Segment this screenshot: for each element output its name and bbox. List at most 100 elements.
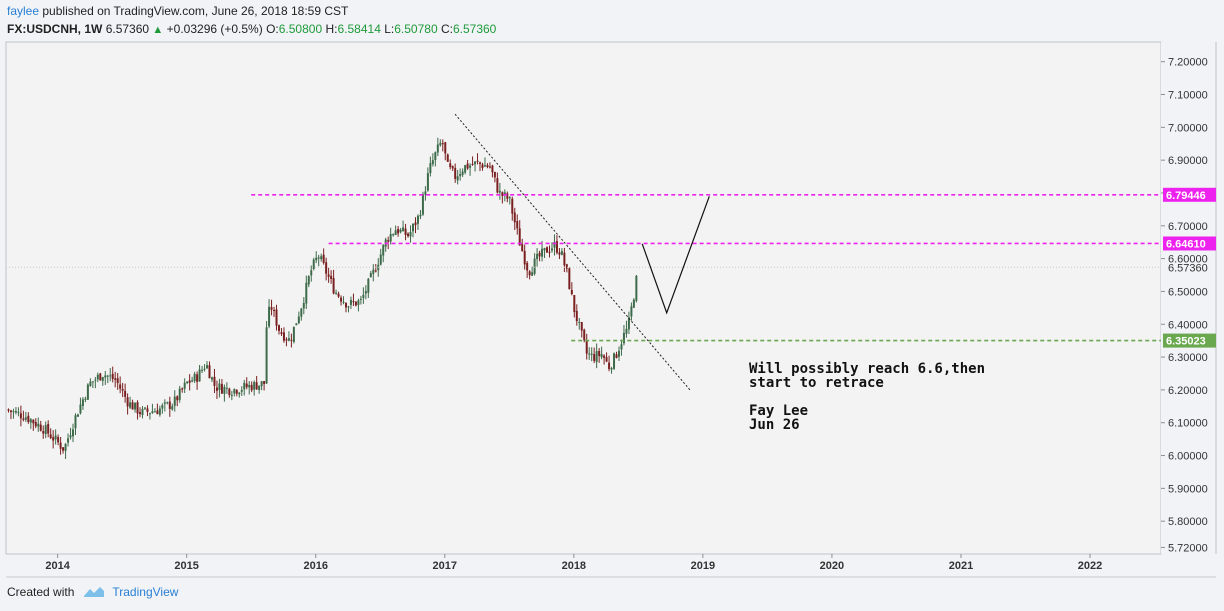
candle-up: [141, 408, 144, 416]
close-label: C:: [440, 22, 453, 36]
candle-up: [287, 338, 290, 341]
resistance-high-label-bg: [1163, 187, 1216, 202]
candle-down: [446, 154, 449, 162]
projection-path: [641, 196, 710, 315]
candle-down: [325, 262, 328, 274]
candle-down: [228, 388, 231, 396]
candle-up: [315, 257, 318, 261]
candle-down: [506, 193, 509, 199]
y-tick-label: 6.10000: [1168, 418, 1208, 430]
candle-up: [253, 382, 256, 390]
candle-down: [518, 228, 521, 246]
candle-down: [57, 437, 60, 443]
candles: [7, 137, 638, 459]
candle-up: [347, 306, 350, 308]
annotation-date: Jun 26: [749, 417, 800, 433]
candle-up: [632, 299, 635, 308]
candle-down: [168, 401, 171, 409]
candle-up: [161, 405, 164, 409]
candle-up: [625, 328, 628, 334]
candle-down: [546, 247, 549, 253]
candle-up: [402, 227, 405, 232]
x-tick-label: 2021: [949, 560, 973, 572]
candle-up: [143, 407, 146, 409]
candle-up: [349, 299, 352, 305]
candle-up: [158, 408, 161, 415]
annotation-line-2: start to retrace: [749, 375, 884, 391]
candle-up: [292, 326, 295, 342]
candle-down: [330, 275, 333, 279]
candle-up: [191, 380, 194, 382]
author-link[interactable]: faylee: [7, 4, 40, 18]
candle-down: [521, 244, 524, 252]
candle-up: [359, 298, 362, 300]
candle-up: [560, 251, 563, 255]
candle-up: [54, 435, 57, 440]
candle-up: [399, 229, 402, 233]
open-value: 6.50800: [278, 22, 323, 36]
candle-down: [488, 166, 491, 168]
candle-up: [622, 332, 625, 344]
last-price: 6.57360: [105, 22, 150, 36]
candle-up: [96, 374, 99, 380]
candle-up: [206, 365, 209, 369]
low-value: 6.50780: [394, 22, 438, 36]
plot-area[interactable]: [5, 41, 1162, 555]
candle-down: [131, 402, 134, 410]
candle-up: [79, 404, 82, 414]
candle-down: [466, 163, 469, 169]
price-axis[interactable]: [1161, 42, 1216, 554]
candle-up: [307, 276, 310, 285]
tradingview-logo-icon[interactable]: [82, 585, 106, 599]
y-tick-label: 6.90000: [1168, 155, 1208, 167]
symbol-label[interactable]: FX:USDCNH, 1W: [7, 22, 103, 36]
candle-up: [12, 411, 15, 413]
candle-up: [173, 396, 176, 406]
tradingview-link[interactable]: TradingView: [112, 585, 179, 599]
candle-up: [543, 248, 546, 251]
x-tick-label: 2014: [45, 560, 70, 572]
last-price-label: 6.57360: [1168, 262, 1208, 274]
candle-down: [59, 442, 62, 449]
price-change: +0.03296 (+0.5%): [166, 22, 263, 36]
drawings: [6, 113, 1161, 391]
candle-up: [431, 160, 434, 165]
candle-up: [464, 165, 467, 173]
candle-down: [196, 374, 199, 382]
candle-down: [126, 397, 129, 407]
candle-up: [64, 443, 67, 451]
x-tick-label: 2016: [303, 560, 327, 572]
candle-up: [240, 389, 243, 392]
candle-down: [511, 198, 514, 214]
candle-down: [608, 362, 611, 369]
candle-up: [600, 354, 603, 358]
candle-down: [501, 192, 504, 196]
candle-up: [635, 275, 638, 301]
candle-up: [305, 282, 308, 304]
candle-down: [215, 387, 218, 391]
candle-up: [461, 171, 464, 175]
candle-up: [367, 278, 370, 293]
close-value: 6.57360: [452, 22, 497, 36]
y-tick-label: 6.70000: [1168, 221, 1208, 233]
y-tick-label: 5.90000: [1168, 483, 1208, 495]
x-tick-label: 2019: [691, 560, 715, 572]
candle-up: [265, 327, 268, 384]
footer: Created with TradingView: [7, 585, 178, 599]
candle-up: [469, 165, 472, 168]
candle-up: [24, 417, 27, 420]
candle-down: [62, 447, 65, 451]
candle-down: [538, 252, 541, 257]
candle-up: [550, 248, 553, 251]
candle-up: [362, 294, 365, 299]
candle-up: [67, 438, 70, 443]
candle-up: [94, 379, 97, 381]
candle-down: [27, 415, 30, 422]
candle-down: [340, 297, 343, 302]
candle-down: [181, 388, 184, 390]
candle-up: [258, 385, 261, 391]
candle-up: [37, 423, 40, 427]
candle-down: [111, 373, 114, 380]
y-tick-label: 7.10000: [1168, 90, 1208, 102]
